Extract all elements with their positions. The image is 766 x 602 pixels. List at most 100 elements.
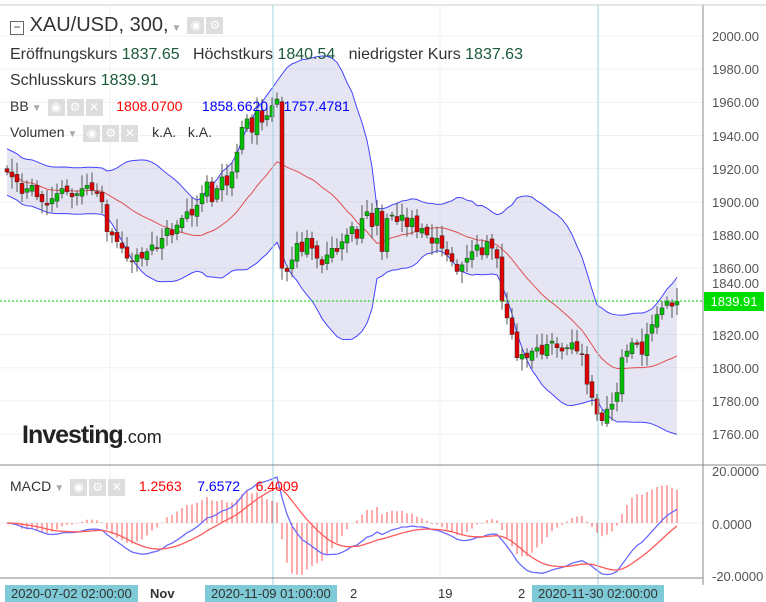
candle[interactable] (514, 323, 520, 362)
candle[interactable] (159, 228, 165, 260)
candle[interactable] (384, 213, 390, 259)
candle[interactable] (394, 203, 400, 226)
candle[interactable] (584, 346, 590, 395)
candle[interactable] (624, 344, 630, 364)
candle[interactable] (279, 96, 285, 280)
candle[interactable] (284, 264, 290, 282)
candle[interactable] (589, 374, 595, 406)
candle[interactable] (24, 180, 30, 199)
candle[interactable] (259, 99, 265, 131)
candle[interactable] (124, 236, 130, 262)
bb-legend[interactable]: BB ▼ ◉ ⚙ ✕ 1808.0700 1858.6620 1757.4781 (10, 98, 350, 116)
candle[interactable] (154, 235, 160, 252)
candle[interactable] (469, 239, 475, 268)
candle[interactable] (314, 240, 320, 269)
candle[interactable] (609, 392, 615, 421)
candle[interactable] (339, 233, 345, 261)
eye-icon[interactable]: ◉ (83, 124, 101, 142)
candle[interactable] (254, 97, 260, 145)
candle[interactable] (99, 185, 105, 214)
candle[interactable] (109, 228, 115, 244)
candle[interactable] (49, 186, 55, 213)
candle[interactable] (529, 347, 535, 369)
gear-icon[interactable]: ⚙ (102, 124, 120, 142)
candle[interactable] (424, 223, 430, 239)
candle[interactable] (669, 299, 675, 318)
candle[interactable] (319, 256, 325, 274)
candle[interactable] (9, 158, 15, 189)
candle[interactable] (449, 246, 455, 267)
candle[interactable] (149, 231, 155, 256)
candle[interactable] (464, 244, 470, 273)
candle[interactable] (644, 322, 650, 366)
candle[interactable] (139, 247, 145, 267)
candle[interactable] (184, 198, 190, 222)
collapse-icon[interactable]: − (10, 21, 24, 35)
candle[interactable] (379, 204, 385, 260)
candle[interactable] (414, 209, 420, 239)
candle[interactable] (29, 178, 35, 197)
candle[interactable] (504, 292, 510, 325)
candle[interactable] (244, 113, 250, 132)
candle[interactable] (569, 329, 575, 355)
candle[interactable] (239, 120, 245, 155)
candle[interactable] (614, 382, 620, 412)
candle[interactable] (484, 235, 490, 259)
chevron-down-icon[interactable]: ▼ (31, 103, 42, 114)
candle[interactable] (64, 179, 70, 196)
candle[interactable] (519, 347, 525, 371)
candle[interactable] (509, 307, 515, 340)
candle[interactable] (179, 215, 185, 233)
candle[interactable] (334, 238, 340, 255)
candle[interactable] (249, 114, 255, 144)
candle[interactable] (489, 234, 495, 260)
candle[interactable] (214, 185, 220, 203)
candle[interactable] (54, 183, 60, 208)
candle[interactable] (4, 165, 10, 176)
candle[interactable] (649, 314, 655, 342)
candle[interactable] (204, 175, 210, 203)
candle[interactable] (144, 248, 150, 267)
candle[interactable] (654, 306, 660, 334)
candle[interactable] (309, 231, 315, 260)
close-icon[interactable]: ✕ (108, 478, 126, 496)
candle[interactable] (599, 409, 605, 426)
candle[interactable] (344, 228, 350, 253)
candle[interactable] (104, 199, 110, 242)
candle[interactable] (404, 207, 410, 237)
candle[interactable] (434, 226, 440, 254)
candle[interactable] (374, 200, 380, 236)
candle[interactable] (19, 173, 25, 202)
candle[interactable] (89, 172, 95, 196)
candle[interactable] (359, 205, 365, 244)
eye-icon[interactable]: ◉ (47, 98, 65, 116)
candle[interactable] (454, 259, 460, 275)
candle[interactable] (659, 301, 665, 320)
candle[interactable] (364, 200, 370, 220)
candle[interactable] (14, 162, 20, 192)
candle[interactable] (439, 225, 445, 257)
gear-icon[interactable]: ⚙ (206, 17, 224, 35)
candle[interactable] (69, 188, 75, 209)
candle[interactable] (534, 334, 540, 358)
candle[interactable] (544, 334, 550, 360)
candle[interactable] (524, 348, 530, 368)
candle[interactable] (564, 344, 570, 356)
candle[interactable] (224, 164, 230, 196)
candle[interactable] (399, 203, 405, 233)
chevron-down-icon[interactable]: ▼ (171, 23, 182, 34)
candle[interactable] (84, 173, 90, 196)
candle[interactable] (59, 180, 65, 199)
candle[interactable] (174, 220, 180, 241)
candle[interactable] (94, 183, 100, 197)
candle[interactable] (554, 337, 560, 358)
candle[interactable] (114, 219, 120, 249)
candle[interactable] (39, 190, 45, 214)
candle[interactable] (264, 105, 270, 127)
candle[interactable] (474, 235, 480, 257)
candle[interactable] (639, 328, 645, 367)
candle[interactable] (219, 163, 225, 202)
candle[interactable] (349, 221, 355, 242)
candle[interactable] (294, 231, 300, 268)
gear-icon[interactable]: ⚙ (66, 98, 84, 116)
